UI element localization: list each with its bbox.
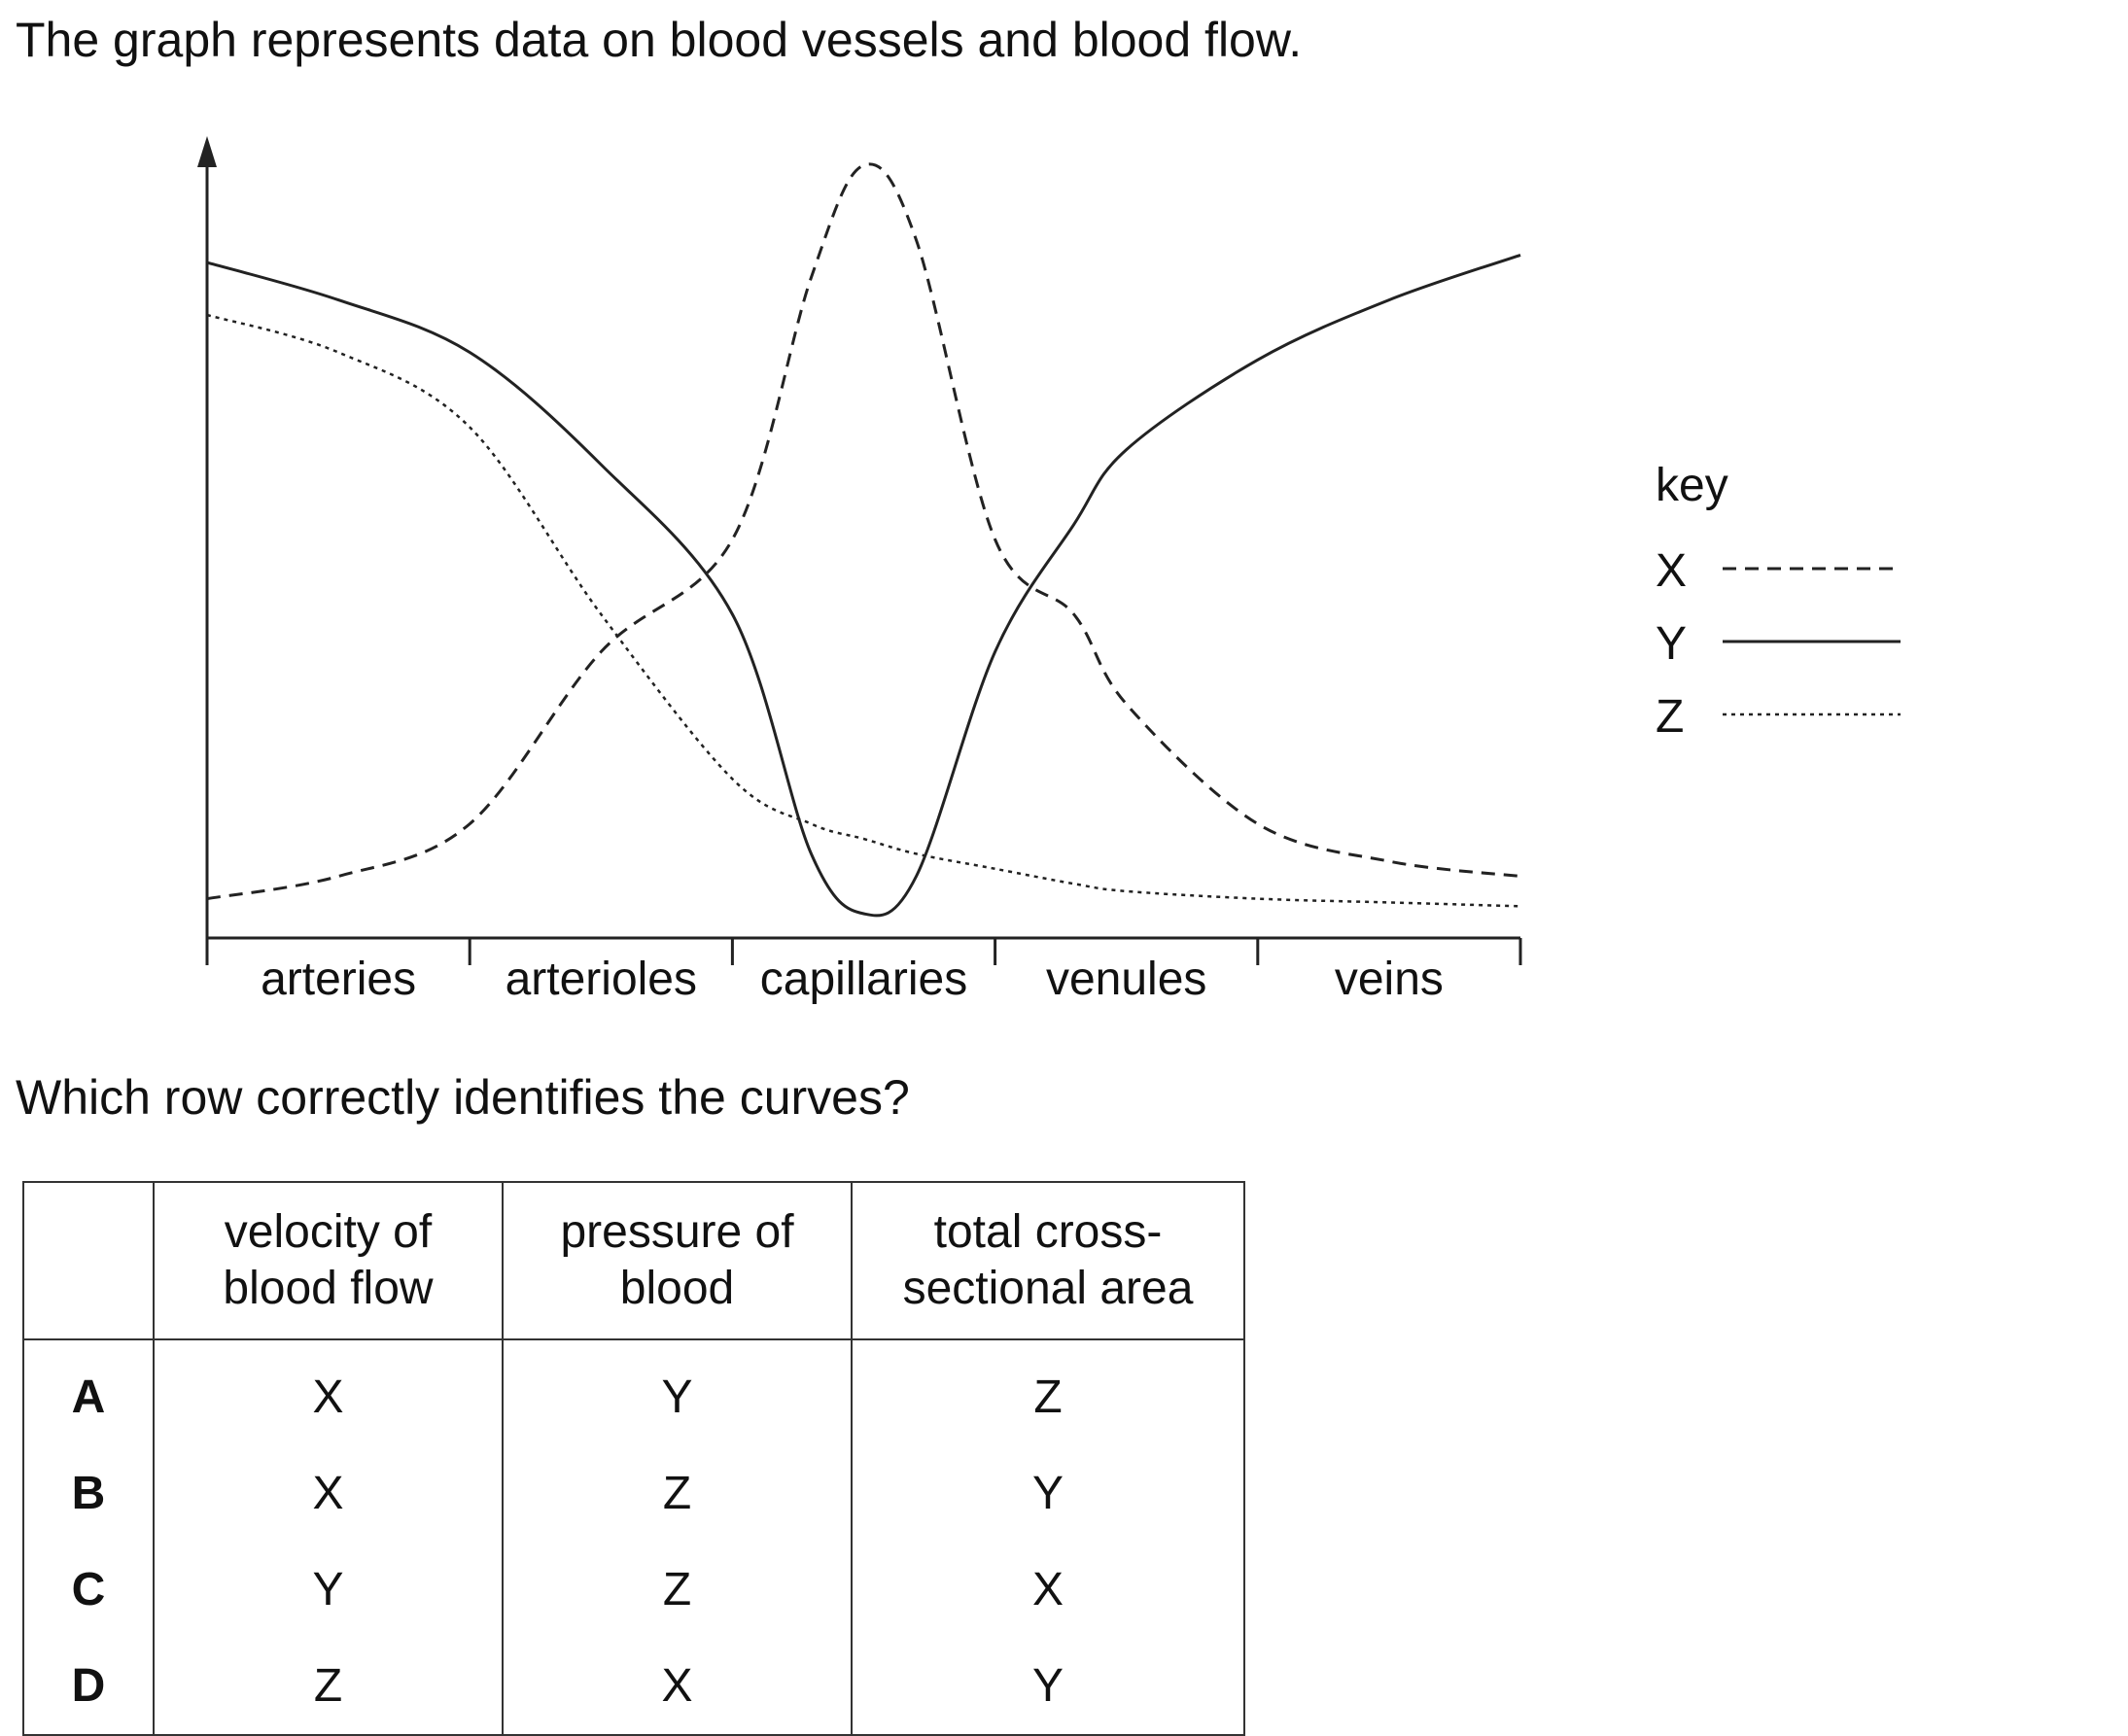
cell-pressure: Z bbox=[502, 1445, 853, 1542]
category-labels: arteries arterioles capillaries venules vein… bbox=[261, 954, 1444, 1005]
header-line: total cross- bbox=[933, 1206, 1163, 1258]
header-line: blood bbox=[619, 1263, 735, 1314]
key-label-z: Z bbox=[1656, 691, 1684, 743]
category-label: capillaries bbox=[760, 954, 967, 1005]
category-label: arteries bbox=[261, 954, 416, 1005]
header-line: velocity of bbox=[224, 1206, 433, 1258]
graph-curves bbox=[206, 162, 1521, 918]
cell-pressure: Y bbox=[502, 1339, 853, 1445]
cell-velocity: Z bbox=[153, 1638, 504, 1736]
answer-table-header-row: velocity of blood flow pressure of blood… bbox=[22, 1181, 1245, 1340]
cell-area: Z bbox=[851, 1339, 1245, 1445]
row-label: C bbox=[22, 1542, 155, 1638]
cell-velocity: X bbox=[153, 1445, 504, 1542]
answer-table: velocity of blood flow pressure of blood… bbox=[22, 1181, 1245, 1736]
curve-z bbox=[206, 313, 1521, 908]
header-line: sectional area bbox=[902, 1263, 1194, 1314]
answer-row-a[interactable]: A X Y Z bbox=[22, 1339, 1245, 1445]
graph-axes bbox=[197, 136, 1522, 965]
row-label: A bbox=[22, 1339, 155, 1445]
category-label: arterioles bbox=[506, 954, 697, 1005]
question-text: Which row correctly identifies the curve… bbox=[16, 1070, 910, 1125]
answer-row-c[interactable]: C Y Z X bbox=[22, 1542, 1245, 1638]
key-label-x: X bbox=[1656, 545, 1687, 597]
category-label: veins bbox=[1335, 954, 1444, 1005]
row-label: B bbox=[22, 1445, 155, 1542]
key-title: key bbox=[1656, 460, 1728, 511]
cell-velocity: Y bbox=[153, 1542, 504, 1638]
header-line: pressure of bbox=[560, 1206, 794, 1258]
header-cell-area: total cross- sectional area bbox=[851, 1181, 1245, 1340]
cell-area: Y bbox=[851, 1638, 1245, 1736]
cell-pressure: Z bbox=[502, 1542, 853, 1638]
header-cell-blank bbox=[22, 1181, 155, 1340]
cell-area: X bbox=[851, 1542, 1245, 1638]
cell-pressure: X bbox=[502, 1638, 853, 1736]
blood-vessel-graph: arteries arterioles capillaries venules vein… bbox=[197, 136, 1901, 1005]
intro-text: The graph represents data on blood vesse… bbox=[16, 13, 1303, 67]
cell-area: Y bbox=[851, 1445, 1245, 1542]
category-label: venules bbox=[1046, 954, 1206, 1005]
header-line: blood flow bbox=[223, 1263, 434, 1314]
graph-key: key XYZ bbox=[1656, 460, 1901, 743]
header-cell-velocity: velocity of blood flow bbox=[153, 1181, 504, 1340]
answer-row-d[interactable]: D Z X Y bbox=[22, 1638, 1245, 1736]
cell-velocity: X bbox=[153, 1339, 504, 1445]
y-axis-arrow bbox=[197, 136, 217, 167]
key-label-y: Y bbox=[1656, 618, 1687, 670]
answer-row-b[interactable]: B X Z Y bbox=[22, 1445, 1245, 1542]
curve-y bbox=[206, 253, 1521, 918]
curve-x bbox=[206, 162, 1521, 901]
row-label: D bbox=[22, 1638, 155, 1736]
header-cell-pressure: pressure of blood bbox=[502, 1181, 853, 1340]
